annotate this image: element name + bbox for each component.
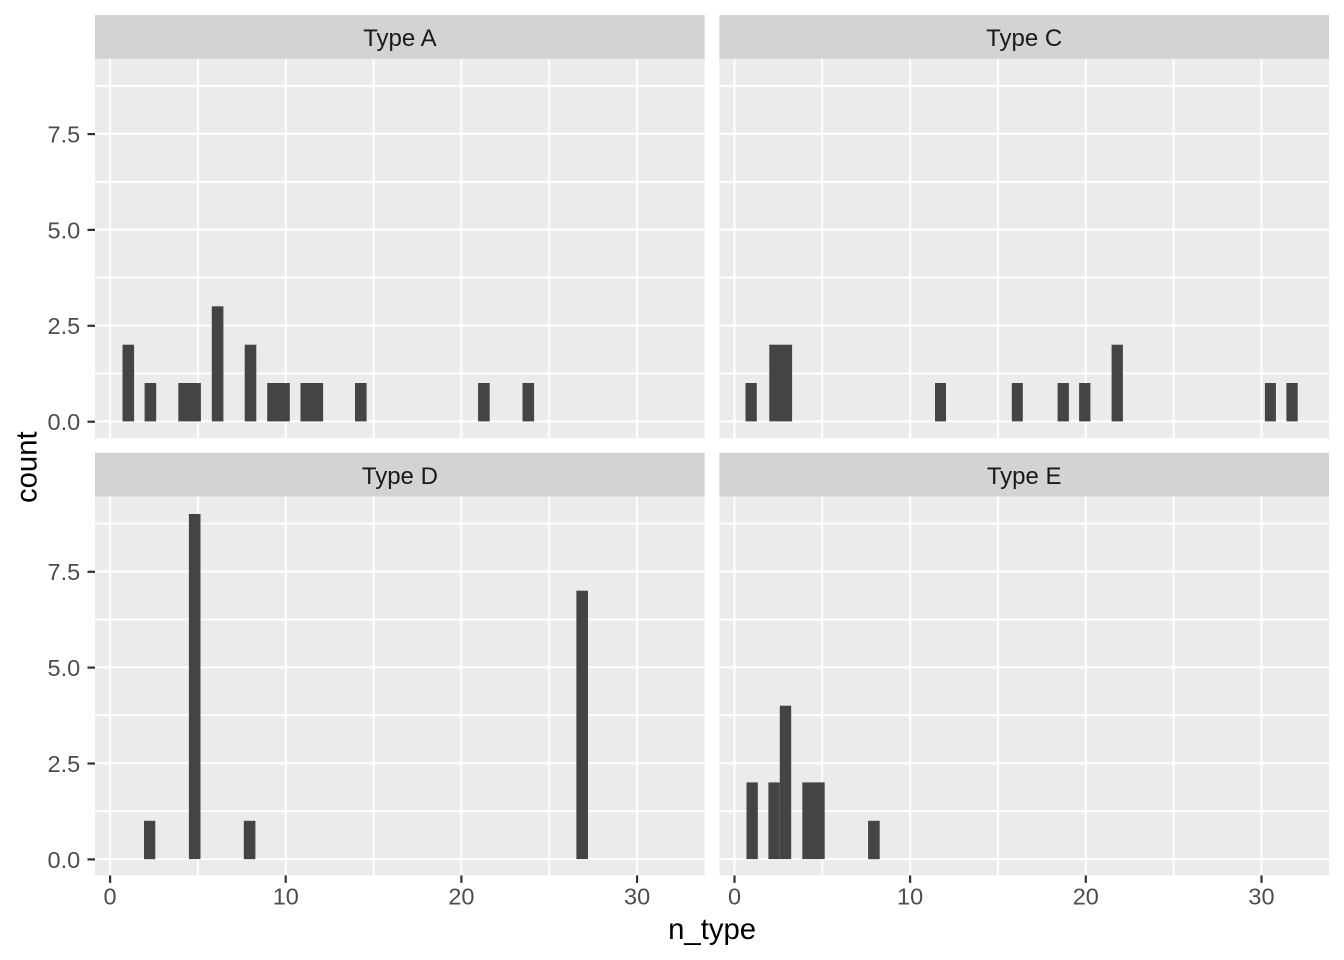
svg-text:2.5: 2.5 — [48, 313, 81, 339]
svg-text:7.5: 7.5 — [48, 559, 81, 585]
svg-text:count: count — [10, 431, 43, 503]
svg-text:5.0: 5.0 — [48, 217, 81, 243]
svg-text:2.5: 2.5 — [48, 751, 81, 777]
svg-text:30: 30 — [624, 883, 650, 909]
svg-text:Type E: Type E — [987, 463, 1062, 490]
svg-text:0.0: 0.0 — [48, 847, 81, 873]
svg-text:Type D: Type D — [362, 463, 438, 490]
svg-text:n_type: n_type — [668, 913, 756, 946]
svg-text:0.0: 0.0 — [48, 409, 81, 435]
svg-text:Type A: Type A — [363, 25, 436, 52]
svg-text:0: 0 — [728, 883, 741, 909]
svg-text:30: 30 — [1248, 883, 1274, 909]
svg-text:20: 20 — [1073, 883, 1099, 909]
svg-text:20: 20 — [448, 883, 474, 909]
svg-text:7.5: 7.5 — [48, 122, 81, 148]
svg-text:Type C: Type C — [986, 25, 1062, 52]
svg-text:10: 10 — [897, 883, 923, 909]
svg-text:10: 10 — [273, 883, 299, 909]
svg-text:5.0: 5.0 — [48, 655, 81, 681]
svg-text:0: 0 — [104, 883, 117, 909]
